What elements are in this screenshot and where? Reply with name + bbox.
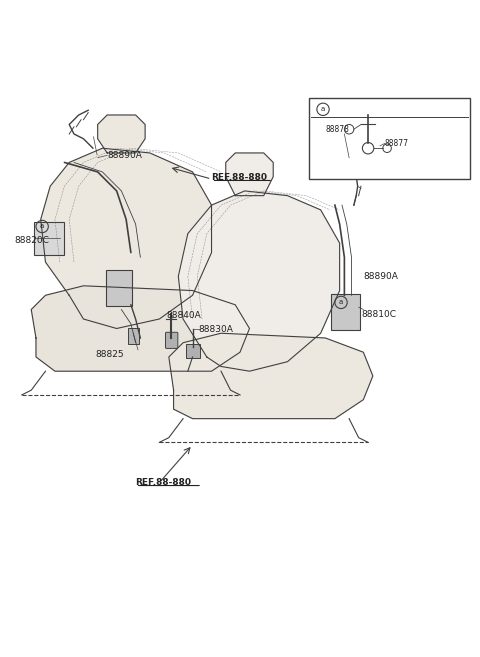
Text: 88820C: 88820C xyxy=(14,237,49,245)
Polygon shape xyxy=(97,115,145,153)
Text: a: a xyxy=(321,106,325,112)
Polygon shape xyxy=(31,286,250,371)
Text: 88810C: 88810C xyxy=(361,309,396,319)
Polygon shape xyxy=(226,153,273,196)
Text: a: a xyxy=(339,300,343,306)
FancyBboxPatch shape xyxy=(106,270,132,306)
Text: REF.88-880: REF.88-880 xyxy=(136,478,192,487)
Text: REF.88-880: REF.88-880 xyxy=(212,173,267,182)
Text: a: a xyxy=(40,223,44,229)
FancyBboxPatch shape xyxy=(309,99,470,179)
Text: 88877: 88877 xyxy=(384,139,408,148)
FancyBboxPatch shape xyxy=(166,332,178,348)
Text: 88830A: 88830A xyxy=(199,325,234,334)
Text: 88878: 88878 xyxy=(325,125,349,134)
Text: 88890A: 88890A xyxy=(363,272,398,281)
Text: 88840A: 88840A xyxy=(167,311,201,320)
Polygon shape xyxy=(41,148,212,328)
Polygon shape xyxy=(179,191,340,371)
Text: 88890A: 88890A xyxy=(107,151,142,160)
FancyBboxPatch shape xyxy=(128,328,139,344)
Polygon shape xyxy=(169,333,373,419)
FancyBboxPatch shape xyxy=(331,294,360,330)
Text: 88825: 88825 xyxy=(96,350,124,359)
FancyBboxPatch shape xyxy=(34,222,64,255)
FancyBboxPatch shape xyxy=(186,344,200,358)
